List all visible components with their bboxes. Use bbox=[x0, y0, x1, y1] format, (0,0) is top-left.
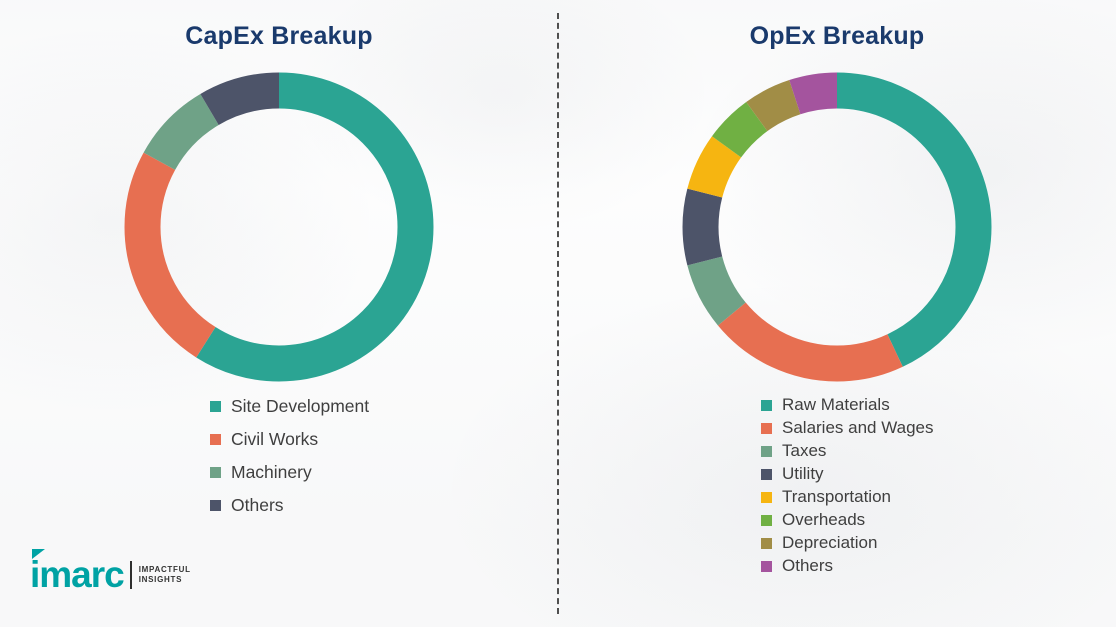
legend-swatch-transportation bbox=[761, 491, 772, 503]
opex-panel: OpEx Breakup Raw Materials Salaries and W… bbox=[558, 0, 1116, 627]
legend-label-civil-works: Civil Works bbox=[231, 429, 319, 449]
legend-item-salaries-and-wages: Salaries and Wages bbox=[761, 419, 934, 437]
legend-item-civil-works: Civil Works bbox=[210, 429, 369, 449]
legend-swatch-taxes bbox=[761, 445, 772, 457]
legend-swatch-others bbox=[761, 560, 772, 572]
opex-donut-chart bbox=[682, 72, 992, 382]
legend-item-others: Others bbox=[210, 495, 369, 515]
donut-segment-others bbox=[124, 72, 434, 382]
legend-item-overheads: Overheads bbox=[761, 511, 934, 529]
logo-flag-triangle-icon bbox=[32, 549, 45, 559]
capex-donut-chart bbox=[124, 72, 434, 382]
legend-label-taxes: Taxes bbox=[782, 441, 827, 460]
legend-label-salaries-and-wages: Salaries and Wages bbox=[782, 418, 934, 437]
legend-item-transportation: Transportation bbox=[761, 488, 934, 506]
legend-swatch-raw-materials bbox=[761, 399, 772, 411]
legend-swatch-machinery bbox=[210, 466, 221, 478]
legend-label-overheads: Overheads bbox=[782, 510, 866, 529]
legend-item-raw-materials: Raw Materials bbox=[761, 396, 934, 414]
legend-swatch-site-development bbox=[210, 400, 221, 412]
legend-item-machinery: Machinery bbox=[210, 462, 369, 482]
opex-legend: Raw Materials Salaries and Wages Taxes Util… bbox=[761, 396, 934, 580]
legend-label-others: Others bbox=[231, 495, 284, 515]
capex-legend: Site Development Civil Works Machinery Othe… bbox=[210, 396, 369, 528]
capex-panel: CapEx Breakup Site Development Civil Work… bbox=[124, 22, 434, 528]
legend-label-others: Others bbox=[782, 556, 834, 575]
legend-label-depreciation: Depreciation bbox=[782, 533, 878, 552]
opex-title: OpEx Breakup bbox=[749, 22, 925, 50]
legend-swatch-depreciation bbox=[761, 537, 772, 549]
donut-segment-civil-works bbox=[124, 72, 434, 382]
donut-segment-others bbox=[682, 72, 992, 382]
legend-item-depreciation: Depreciation bbox=[761, 534, 934, 552]
capex-title: CapEx Breakup bbox=[185, 22, 373, 50]
legend-item-others: Others bbox=[761, 557, 934, 575]
legend-swatch-overheads bbox=[761, 514, 772, 526]
legend-swatch-utility bbox=[761, 468, 772, 480]
legend-label-machinery: Machinery bbox=[231, 462, 312, 482]
legend-item-site-development: Site Development bbox=[210, 396, 369, 416]
legend-swatch-salaries-and-wages bbox=[761, 422, 772, 434]
logo-brand-text: imarc bbox=[30, 554, 125, 595]
logo-tagline-line1: IMPACTFUL bbox=[138, 565, 191, 574]
logo-divider bbox=[129, 561, 132, 589]
logo-tagline-line2: INSIGHTS bbox=[138, 575, 183, 584]
vertical-dashed-divider bbox=[557, 13, 559, 614]
legend-swatch-civil-works bbox=[210, 433, 221, 445]
legend-label-raw-materials: Raw Materials bbox=[782, 395, 890, 414]
legend-label-utility: Utility bbox=[782, 464, 824, 483]
legend-label-site-development: Site Development bbox=[231, 396, 370, 416]
donut-segment-utility bbox=[682, 72, 992, 382]
logo-tagline: IMPACTFUL INSIGHTS bbox=[139, 565, 191, 585]
legend-swatch-others bbox=[210, 499, 221, 511]
legend-item-utility: Utility bbox=[761, 465, 934, 483]
imarc-logo: imarc IMPACTFUL INSIGHTS bbox=[30, 549, 191, 595]
legend-label-transportation: Transportation bbox=[782, 487, 891, 506]
legend-item-taxes: Taxes bbox=[761, 442, 934, 460]
donut-segment-salaries-and-wages bbox=[682, 72, 992, 382]
